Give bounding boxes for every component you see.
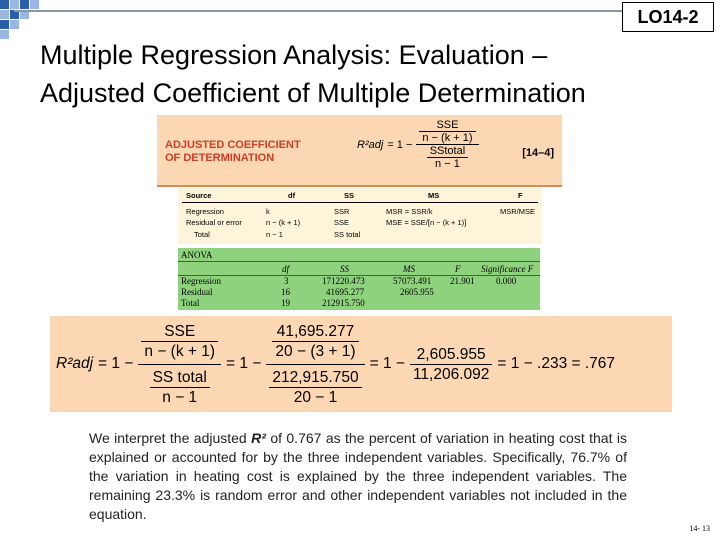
- calc-f3-mstotal: 11,206.092: [412, 365, 490, 383]
- lo-badge: LO14-2: [622, 2, 714, 32]
- formula-outer-fraction: SSE n − (k + 1) SStotal n − 1: [416, 119, 479, 170]
- interpretation-paragraph: We interpret the adjusted R² of 0.767 as…: [89, 429, 627, 524]
- formula-sse-df: n − (k + 1): [422, 132, 473, 144]
- calc-one-minus: = 1 −: [98, 355, 134, 372]
- calc-lhs: R²adj: [56, 355, 94, 372]
- calc-fraction-ms: 2,605.955 11,206.092: [409, 345, 493, 384]
- tmpl-header-source: Source: [186, 191, 212, 200]
- anova-template-table: Source df SS MS F Regression k SSR MSR =…: [178, 188, 542, 244]
- calc-fraction-symbolic: SSE n − (k + 1) SS total n − 1: [138, 322, 222, 407]
- calc-f1-sstotal-df: n − 1: [162, 388, 198, 406]
- tmpl-header-ss: SS: [344, 191, 355, 200]
- calc-step3: = 1 −: [369, 355, 405, 372]
- page-number: 14- 13: [689, 524, 710, 533]
- calc-f3-mse: 2,605.955: [416, 345, 486, 363]
- formula-sse: SSE: [436, 119, 459, 131]
- para-after: of 0.767 as the percent of variation in …: [89, 430, 627, 522]
- corner-decoration: [0, 0, 60, 40]
- tmpl-header-ms: MS: [428, 191, 440, 200]
- formula-equation: R²adj = 1 − SSE n − (k + 1) SStotal n − …: [357, 119, 479, 170]
- formula-label-line-2: OF DETERMINATION: [165, 152, 275, 164]
- formula-equals: = 1 −: [387, 138, 413, 151]
- para-r2: R²: [251, 430, 266, 446]
- formula-sstotal: SStotal: [429, 145, 466, 157]
- calc-f1-sse: SSE: [164, 322, 196, 340]
- formula-label-line-1: ADJUSTED COEFFICIENT: [165, 139, 301, 151]
- formula-lhs: R²adj: [357, 138, 384, 151]
- formula-lower-fraction: SStotal n − 1: [424, 145, 471, 170]
- anova-title: ANOVA: [181, 250, 213, 260]
- equation-number: [14–4]: [522, 147, 554, 159]
- calc-fraction-numeric: 41,695.277 20 − (3 + 1) 212,915.750 20 −…: [266, 322, 365, 407]
- calc-f2-sse-df: 20 − (3 + 1): [275, 342, 356, 360]
- tmpl-header-df: df: [288, 191, 296, 200]
- calc-f2-sse: 41,695.277: [276, 322, 355, 340]
- formula-upper-fraction: SSE n − (k + 1): [416, 119, 478, 144]
- calculation-box: R²adj = 1 − SSE n − (k + 1) SS total n −…: [50, 316, 672, 412]
- formula-box: ADJUSTED COEFFICIENT OF DETERMINATION R²…: [157, 115, 562, 187]
- anova-table: ANOVA df SS MS F Significance F Regressi…: [178, 248, 540, 310]
- formula-label: ADJUSTED COEFFICIENT OF DETERMINATION: [165, 139, 301, 165]
- calc-f1-sstotal: SS total: [152, 368, 207, 386]
- calculation-equation: R²adj = 1 − SSE n − (k + 1) SS total n −…: [56, 320, 620, 408]
- calc-step2: = 1 −: [226, 355, 262, 372]
- calc-f2-sstotal-df: 20 − 1: [293, 388, 338, 406]
- header-rule: [14, 10, 622, 12]
- title-line-2: Adjusted Coefficient of Multiple Determi…: [40, 78, 586, 108]
- slide-title: Multiple Regression Analysis: Evaluation…: [40, 36, 710, 112]
- calc-f1-sse-df: n − (k + 1): [144, 342, 216, 360]
- formula-sstotal-df: n − 1: [435, 158, 460, 170]
- calc-result: = 1 − .233 = .767: [497, 355, 616, 372]
- tmpl-header-f: F: [518, 191, 523, 200]
- title-line-1: Multiple Regression Analysis: Evaluation…: [40, 40, 548, 70]
- calc-f2-sstotal: 212,915.750: [272, 368, 359, 386]
- para-before: We interpret the adjusted: [89, 430, 252, 446]
